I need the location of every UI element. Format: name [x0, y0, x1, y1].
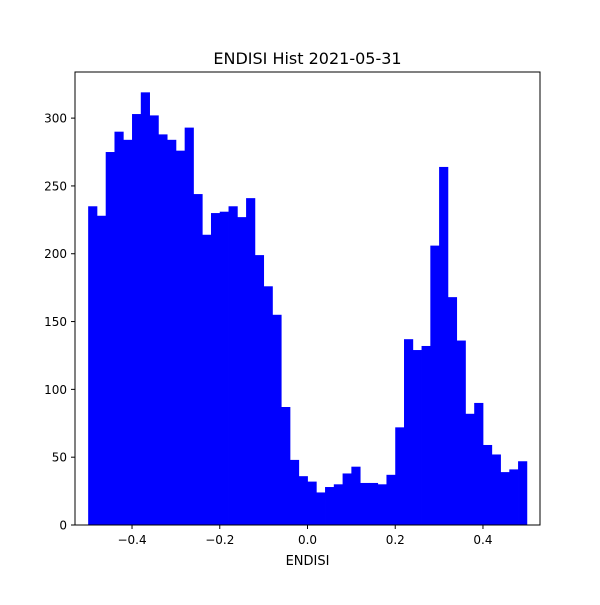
histogram-bar — [219, 211, 229, 525]
histogram-bar — [368, 482, 379, 525]
histogram-bar — [333, 484, 343, 525]
histogram-bar — [228, 206, 238, 525]
histogram-bar — [114, 131, 124, 526]
histogram-bar — [307, 481, 317, 525]
bars-group — [88, 92, 528, 526]
histogram-bar — [395, 427, 405, 525]
histogram-bar — [325, 487, 335, 525]
x-tick-label: −0.2 — [205, 533, 234, 547]
histogram-bar — [447, 297, 458, 525]
histogram-bar — [272, 314, 282, 525]
histogram-bar — [482, 444, 493, 525]
histogram-bar — [298, 476, 308, 525]
histogram-bar — [430, 245, 440, 525]
y-tick-label: 0 — [59, 519, 67, 533]
y-tick-label: 300 — [44, 112, 67, 126]
histogram-bar — [175, 150, 186, 525]
histogram-bar — [193, 194, 203, 526]
histogram-bar — [351, 466, 361, 525]
y-tick-label: 200 — [44, 247, 67, 261]
histogram-bar — [281, 407, 291, 525]
histogram-bar — [509, 469, 519, 525]
histogram-bar — [263, 286, 273, 525]
histogram-bar — [210, 213, 221, 525]
histogram-bar — [96, 215, 107, 525]
x-axis-label: ENDISI — [286, 554, 330, 569]
histogram-bar — [404, 339, 414, 525]
histogram-bar — [518, 461, 528, 525]
y-tick-label: 50 — [52, 451, 67, 465]
y-tick-label: 250 — [44, 179, 67, 193]
x-tick-label: 0.0 — [298, 533, 317, 547]
y-axis-ticks: 0 50 100 150 200 250 300 — [44, 112, 75, 533]
x-tick-label: 0.4 — [473, 533, 492, 547]
histogram-bar — [439, 166, 449, 525]
histogram-bar — [377, 484, 387, 525]
histogram-bar — [254, 255, 265, 525]
y-tick-label: 150 — [44, 315, 67, 329]
histogram-bar — [491, 454, 501, 525]
histogram-bar — [316, 492, 326, 525]
histogram-bar — [140, 92, 150, 526]
plot-frame — [74, 71, 541, 526]
histogram-bar — [246, 198, 256, 525]
x-axis-ticks: −0.4 −0.2 0.0 0.2 0.4 — [117, 525, 493, 547]
histogram-bar — [158, 134, 168, 525]
histogram-bar — [289, 459, 300, 525]
histogram-bar — [386, 474, 396, 525]
histogram-bar — [412, 350, 422, 525]
x-tick-label: 0.2 — [386, 533, 405, 547]
histogram-bar — [167, 139, 177, 525]
y-tick-label: 100 — [44, 383, 67, 397]
histogram-bar — [342, 473, 352, 525]
chart-title: ENDISI Hist 2021-05-31 — [213, 49, 401, 68]
x-tick-label: −0.4 — [117, 533, 146, 547]
histogram-bar — [184, 127, 194, 525]
histogram-bar — [456, 340, 466, 525]
histogram-bar — [132, 114, 142, 525]
histogram-bar — [474, 402, 484, 525]
histogram-bar — [500, 472, 510, 525]
histogram-bar — [360, 482, 370, 525]
histogram-bar — [465, 413, 475, 525]
histogram-bar — [105, 152, 115, 525]
histogram-bar — [421, 345, 431, 525]
histogram-bar — [237, 217, 247, 526]
histogram-bar — [202, 234, 212, 525]
histogram-bar — [88, 206, 98, 525]
histogram-bar — [149, 115, 159, 526]
histogram-bar — [123, 139, 133, 525]
